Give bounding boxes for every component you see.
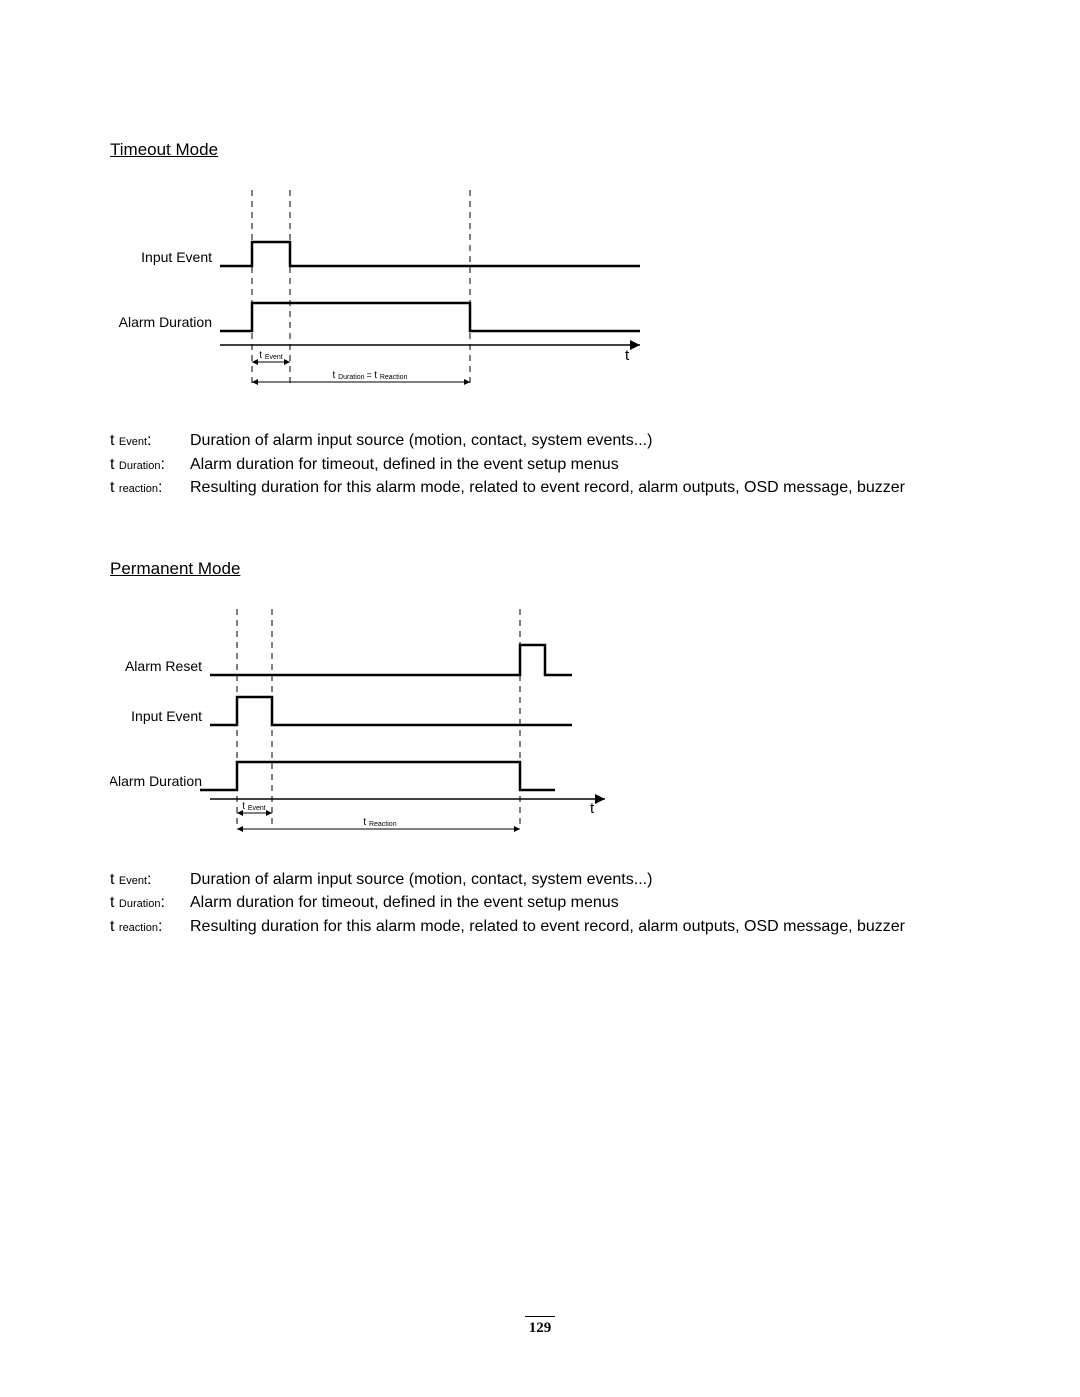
svg-text:t Duration = t Reaction: t Duration = t Reaction bbox=[333, 370, 408, 381]
definition-text: Resulting duration for this alarm mode, … bbox=[190, 477, 970, 499]
definition-text: Duration of alarm input source (motion, … bbox=[190, 869, 970, 891]
svg-text:Input Event: Input Event bbox=[141, 249, 212, 265]
timing-diagram-timeout: Input Event Alarm Duration t t Event t Dura… bbox=[110, 190, 970, 410]
svg-text:Alarm Duration: Alarm Duration bbox=[119, 314, 212, 330]
definition-row: t Event: Duration of alarm input source … bbox=[110, 869, 970, 891]
definition-term: t reaction: bbox=[110, 916, 190, 938]
svg-text:Alarm Reset: Alarm Reset bbox=[125, 658, 202, 674]
definition-row: t Duration: Alarm duration for timeout, … bbox=[110, 454, 970, 476]
svg-text:t Event: t Event bbox=[242, 801, 266, 812]
definition-text: Alarm duration for timeout, defined in t… bbox=[190, 892, 970, 914]
definition-text: Resulting duration for this alarm mode, … bbox=[190, 916, 970, 938]
definitions-permanent: t Event: Duration of alarm input source … bbox=[110, 869, 970, 938]
definition-row: t Event: Duration of alarm input source … bbox=[110, 430, 970, 452]
svg-text:Alarm Duration: Alarm Duration bbox=[110, 773, 202, 789]
svg-text:t Reaction: t Reaction bbox=[363, 817, 396, 828]
definition-row: t reaction: Resulting duration for this … bbox=[110, 916, 970, 938]
definitions-timeout: t Event: Duration of alarm input source … bbox=[110, 430, 970, 499]
definition-text: Duration of alarm input source (motion, … bbox=[190, 430, 970, 452]
definition-term: t Duration: bbox=[110, 454, 190, 476]
section-title-permanent: Permanent Mode bbox=[110, 559, 970, 579]
definition-term: t Event: bbox=[110, 869, 190, 891]
definition-term: t Duration: bbox=[110, 892, 190, 914]
section-title-timeout: Timeout Mode bbox=[110, 140, 970, 160]
page-number: 129 bbox=[525, 1316, 555, 1337]
definition-row: t Duration: Alarm duration for timeout, … bbox=[110, 892, 970, 914]
svg-text:t: t bbox=[590, 800, 595, 817]
definition-term: t Event: bbox=[110, 430, 190, 452]
definition-text: Alarm duration for timeout, defined in t… bbox=[190, 454, 970, 476]
definition-row: t reaction: Resulting duration for this … bbox=[110, 477, 970, 499]
definition-term: t reaction: bbox=[110, 477, 190, 499]
timing-diagram-permanent: Alarm Reset Input Event Alarm Duration t t E… bbox=[110, 609, 970, 849]
svg-text:t Event: t Event bbox=[259, 350, 283, 361]
svg-text:Input Event: Input Event bbox=[131, 708, 202, 724]
svg-text:t: t bbox=[625, 347, 630, 364]
